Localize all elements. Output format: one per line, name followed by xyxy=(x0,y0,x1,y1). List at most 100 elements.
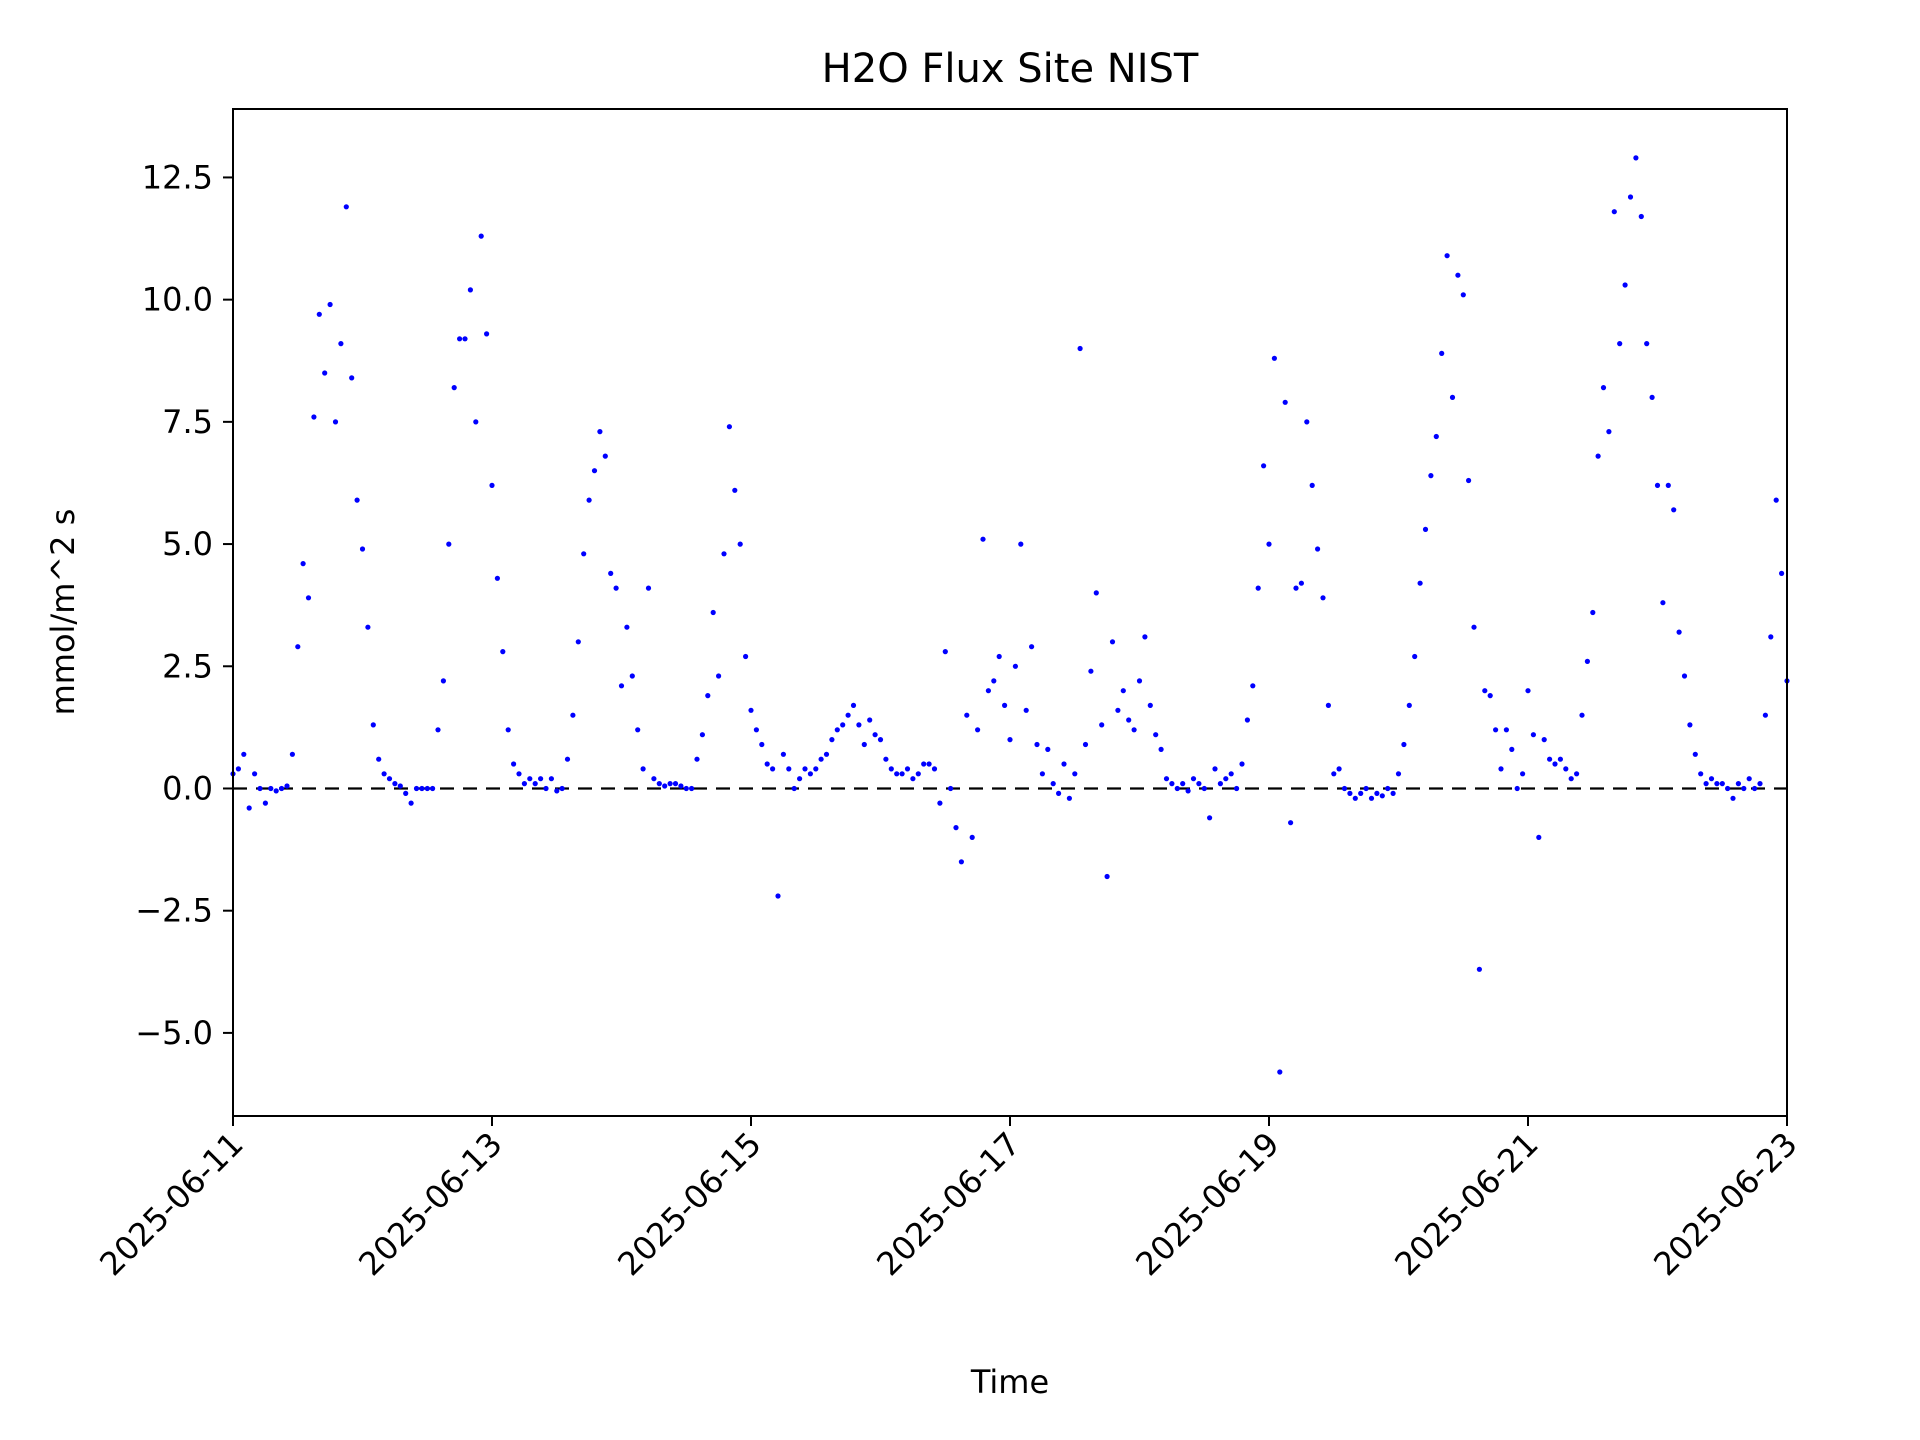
data-point xyxy=(1428,473,1434,479)
data-point xyxy=(635,727,641,733)
data-point xyxy=(1654,482,1661,488)
data-point xyxy=(1234,785,1240,792)
data-point xyxy=(473,419,479,425)
data-point xyxy=(1255,585,1261,591)
data-point xyxy=(235,766,241,772)
data-point xyxy=(268,785,274,792)
data-point xyxy=(586,497,592,503)
data-point xyxy=(1228,771,1234,777)
data-point xyxy=(1455,272,1461,278)
data-point xyxy=(1649,394,1655,400)
data-point xyxy=(883,756,889,762)
data-point xyxy=(1341,785,1348,792)
data-point xyxy=(1250,683,1256,689)
data-point xyxy=(996,653,1002,660)
data-point xyxy=(1368,795,1375,801)
data-point xyxy=(1066,795,1072,801)
data-point xyxy=(1665,482,1671,488)
data-point xyxy=(856,722,862,728)
data-point xyxy=(397,783,403,789)
data-point xyxy=(1487,693,1493,699)
y-tick-label: 10.0 xyxy=(142,281,213,319)
data-point xyxy=(1174,785,1180,792)
data-point xyxy=(1029,644,1035,650)
data-point xyxy=(457,336,463,342)
data-point xyxy=(845,712,851,718)
data-point xyxy=(1633,155,1639,161)
data-point xyxy=(289,751,295,757)
data-point xyxy=(316,311,322,317)
data-point xyxy=(802,766,808,772)
data-point xyxy=(1536,834,1542,841)
data-point xyxy=(840,722,846,728)
data-point xyxy=(894,771,900,777)
data-point xyxy=(1082,741,1089,748)
data-point xyxy=(1698,771,1704,777)
data-point xyxy=(1185,788,1191,794)
data-point xyxy=(1379,793,1385,799)
y-tick-label: 5.0 xyxy=(162,525,213,563)
data-point xyxy=(257,785,263,792)
data-point xyxy=(467,287,473,293)
data-point xyxy=(435,727,441,733)
data-point xyxy=(1768,634,1774,640)
data-point xyxy=(516,771,522,777)
data-point xyxy=(672,781,679,787)
data-point xyxy=(1563,766,1569,772)
data-point xyxy=(349,375,355,381)
data-point xyxy=(613,585,619,591)
data-point xyxy=(359,546,366,552)
data-point xyxy=(602,453,608,459)
data-point xyxy=(823,751,830,757)
data-point xyxy=(624,624,630,630)
data-point xyxy=(1547,756,1553,762)
data-point xyxy=(376,756,382,762)
data-point xyxy=(775,893,781,899)
data-point xyxy=(1401,741,1407,748)
y-tick-label: 0.0 xyxy=(162,769,213,807)
data-point xyxy=(721,551,727,557)
data-point xyxy=(1099,722,1105,728)
data-point xyxy=(1476,966,1482,972)
data-point xyxy=(953,825,959,831)
data-point xyxy=(899,771,905,777)
data-point xyxy=(1509,746,1515,753)
data-point xyxy=(1142,634,1148,640)
data-point xyxy=(770,766,776,772)
data-point xyxy=(1525,688,1531,694)
y-tick-label: 12.5 xyxy=(142,158,213,196)
y-tick-label: −2.5 xyxy=(135,892,213,930)
data-point xyxy=(279,785,285,792)
data-point xyxy=(969,834,975,841)
data-point xyxy=(1072,771,1078,777)
data-point xyxy=(1325,702,1331,709)
data-point xyxy=(413,785,420,792)
data-point xyxy=(1136,678,1143,684)
data-point xyxy=(678,783,684,789)
data-point xyxy=(726,424,733,430)
data-point xyxy=(958,859,965,865)
data-point xyxy=(527,776,533,782)
y-tick-label: −5.0 xyxy=(135,1014,213,1052)
data-point xyxy=(500,649,506,655)
data-point xyxy=(332,419,339,425)
data-point xyxy=(662,783,668,789)
data-point xyxy=(365,624,371,630)
data-point xyxy=(1627,194,1634,200)
data-point xyxy=(1077,345,1083,352)
data-point xyxy=(1412,653,1418,660)
data-point xyxy=(1347,790,1353,797)
data-point xyxy=(1390,790,1396,797)
data-point xyxy=(538,776,544,782)
data-point xyxy=(1304,419,1310,425)
data-point xyxy=(564,756,571,762)
data-point xyxy=(877,737,884,743)
data-point xyxy=(408,800,414,806)
data-point xyxy=(1093,590,1099,596)
data-point xyxy=(597,429,603,435)
data-point xyxy=(1169,781,1175,787)
data-point xyxy=(1439,350,1445,356)
data-point xyxy=(446,541,452,547)
data-point xyxy=(1217,781,1223,787)
data-point xyxy=(645,585,652,591)
